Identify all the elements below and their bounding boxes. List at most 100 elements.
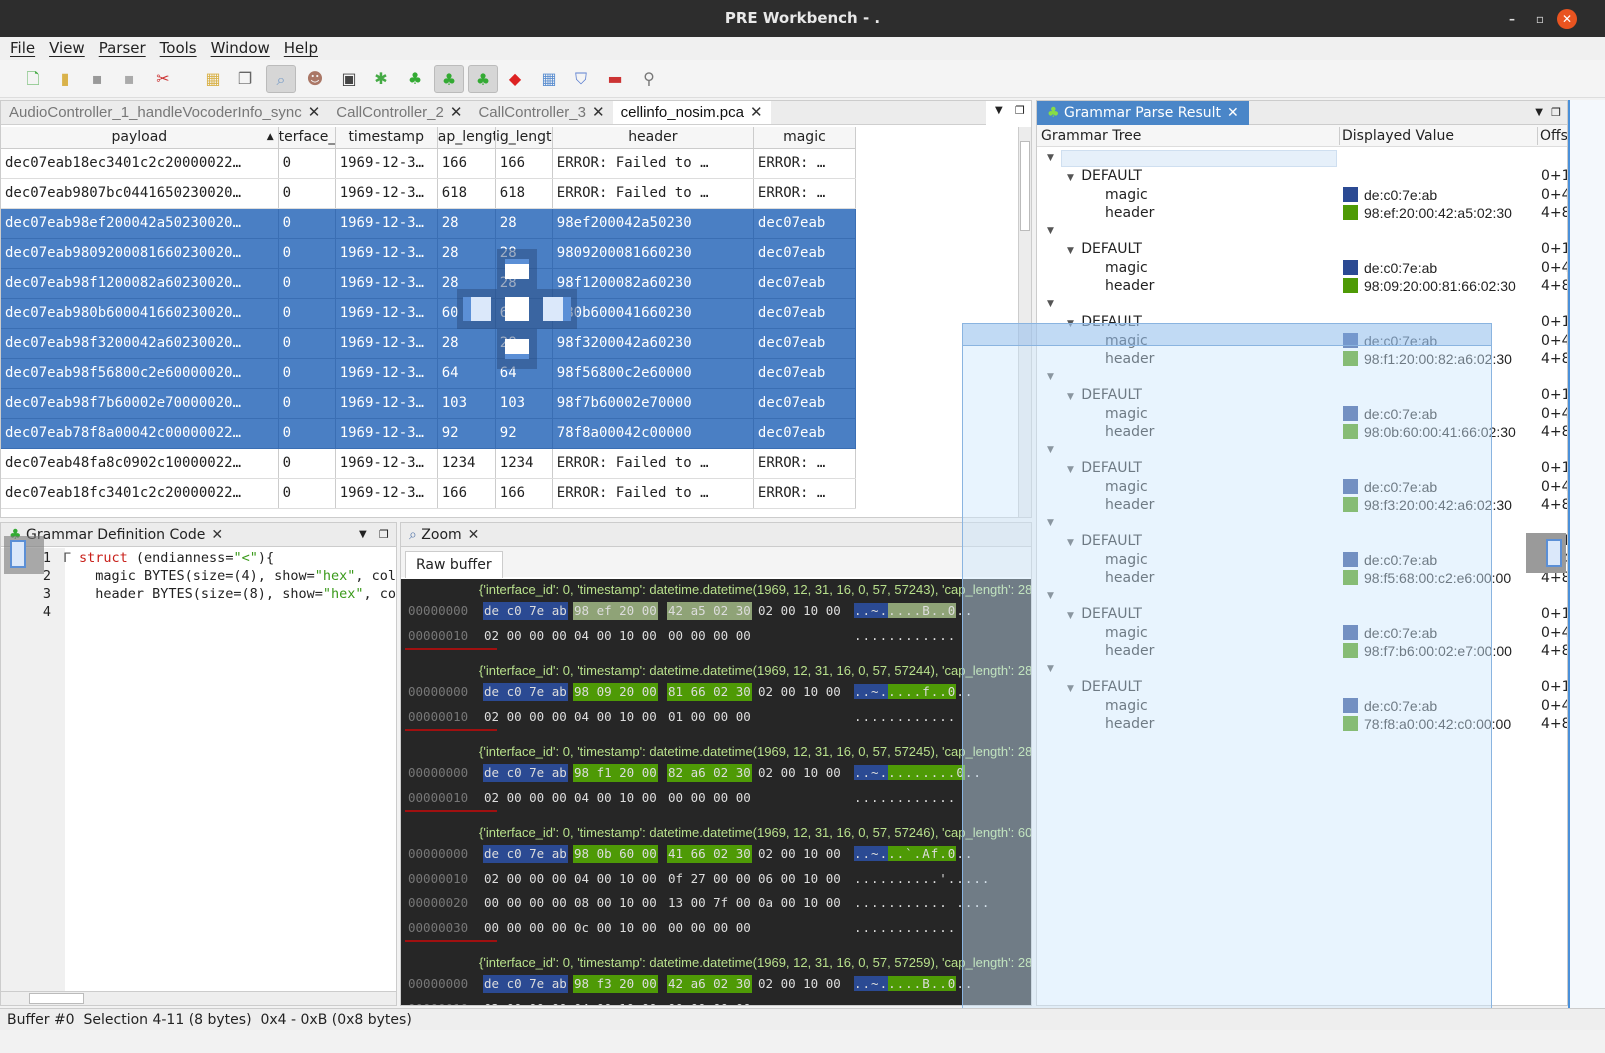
eraser-icon[interactable]: ◆ <box>508 69 522 88</box>
scrollbar-thumb[interactable] <box>1020 141 1030 231</box>
table-row[interactable]: dec07eab9807bc0441650230020… 0 1969-12-3… 6… <box>1 178 857 209</box>
toolbox-icon[interactable]: ▬ <box>607 69 623 88</box>
hex-bytes[interactable]: 04 00 10 00 <box>574 708 657 724</box>
ascii-text[interactable]: ..~. <box>854 846 889 861</box>
table-row[interactable]: dec07eab98f1200082a60230020… 0 1969-12-3… 2… <box>1 268 857 299</box>
dock-right-indicator[interactable] <box>1526 533 1566 573</box>
tab-list-dropdown-icon[interactable]: ▼ <box>995 105 1003 116</box>
hex-bytes[interactable]: 41 66 02 30 <box>667 845 752 863</box>
tree-node-header[interactable]: header <box>1105 497 1155 513</box>
ascii-text[interactable]: .. <box>956 976 974 991</box>
tree-node-header[interactable]: header <box>1105 570 1155 586</box>
ascii-text[interactable]: ............ <box>854 919 957 935</box>
tree-node-header[interactable]: header <box>1105 278 1155 294</box>
tree-node-magic[interactable]: magic <box>1105 552 1148 568</box>
ascii-text[interactable]: .. <box>964 765 982 780</box>
tree-node-header[interactable]: header <box>1105 351 1155 367</box>
expand-arrow-icon[interactable]: ▼ <box>1067 246 1077 256</box>
expand-arrow-icon[interactable]: ▼ <box>1067 465 1077 475</box>
column-header[interactable]: Grammar Tree <box>1041 128 1142 144</box>
column-header[interactable]: Displayed Value <box>1339 127 1454 145</box>
bug-icon[interactable]: ✱ <box>374 69 388 88</box>
ascii-text[interactable]: ..`.Af.0 <box>888 846 957 861</box>
tree-node-default[interactable]: ▼ DEFAULT <box>1067 606 1142 622</box>
column-header[interactable]: ig_lengt <box>495 127 553 149</box>
ascii-text[interactable]: ....B..0 <box>888 976 957 991</box>
hex-bytes[interactable]: 42 a6 02 30 <box>667 975 752 993</box>
hex-bytes[interactable]: 02 00 00 00 <box>484 870 567 886</box>
tree-node-magic[interactable]: magic <box>1105 698 1148 714</box>
tree-node-header[interactable]: header <box>1105 205 1155 221</box>
tree-node-default[interactable]: ▼ DEFAULT <box>1067 168 1142 184</box>
ascii-text[interactable]: ....B..0 <box>888 603 957 618</box>
column-header[interactable]: timestamp <box>335 127 438 149</box>
column-header[interactable]: terface_ <box>278 127 336 149</box>
hex-bytes[interactable]: 98 0b 60 00 <box>573 845 658 863</box>
ascii-column[interactable]: ..~.....B..0.. <box>853 975 974 993</box>
close-tab-icon[interactable]: ✕ <box>449 104 463 121</box>
hex-bytes[interactable]: 04 00 10 00 <box>574 627 657 643</box>
hex-row[interactable]: 00000010 02 00 00 00 04 00 10 00 00 00 00 0… <box>401 997 1031 1006</box>
expand-arrow-icon[interactable]: ▼ <box>1067 173 1077 183</box>
ascii-text[interactable]: ..~. <box>854 976 889 991</box>
menu-help[interactable]: Help <box>283 39 318 57</box>
user-icon[interactable]: ☻ <box>306 69 324 88</box>
hex-bytes[interactable]: 02 00 00 00 <box>483 1000 568 1006</box>
hex-row[interactable]: 00000010 02 00 00 00 04 00 10 00 00 00 00 0… <box>401 624 1031 649</box>
hex-bytes[interactable]: 04 00 10 00 <box>573 1000 658 1006</box>
expand-arrow-icon[interactable]: ▼ <box>1067 538 1077 548</box>
tree-icon[interactable]: ♣ <box>407 69 423 88</box>
menu-view[interactable]: View <box>49 39 85 57</box>
tree-structure-icon[interactable]: ▦ <box>205 69 221 88</box>
tree-node-magic[interactable]: magic <box>1105 479 1148 495</box>
table-row[interactable]: dec07eab98f7b60002e70000020… 0 1969-12-3… 1… <box>1 388 857 419</box>
shield-icon[interactable]: ⛉ <box>574 69 587 88</box>
hex-bytes[interactable]: 00 00 00 00 <box>668 789 751 805</box>
expand-arrow-icon[interactable]: ▼ <box>1047 664 1054 674</box>
hex-bytes[interactable]: 13 00 7f 00 <box>668 895 751 910</box>
hex-view[interactable]: {'interface_id': 0, 'timestamp': datetim… <box>401 579 1031 1006</box>
hex-row[interactable]: 00000000 de c0 7e ab 98 f1 20 00 82 a6 02 3… <box>401 761 1031 786</box>
tab-document[interactable]: CallController_2 ✕ <box>328 101 470 124</box>
tab-grammar-parse-result[interactable]: ♣ Grammar Parse Result ✕ <box>1037 101 1249 125</box>
ascii-text[interactable]: ..~. <box>854 765 889 780</box>
ascii-column[interactable]: ............ <box>853 627 957 645</box>
fold-marker-icon[interactable]: Γ <box>63 550 72 566</box>
expand-arrow-icon[interactable]: ▼ <box>1067 392 1077 402</box>
hex-bytes[interactable]: 98 f1 20 00 <box>573 764 658 782</box>
hex-bytes[interactable]: de c0 7e ab <box>483 602 568 620</box>
hex-bytes[interactable]: 02 00 00 00 <box>484 708 567 724</box>
tree-node-header[interactable]: header <box>1105 643 1155 659</box>
ascii-text[interactable]: .. <box>956 603 974 618</box>
restore-icon[interactable]: ❐ <box>1551 106 1561 119</box>
tree-node-header[interactable]: header <box>1105 716 1155 732</box>
hex-bytes[interactable]: 01 00 00 00 <box>668 708 751 724</box>
search-icon[interactable]: ⚲ <box>643 69 655 88</box>
ascii-text[interactable]: ..~. <box>854 684 889 699</box>
close-panel-icon[interactable]: ✕ <box>1227 105 1239 121</box>
hex-bytes[interactable]: 02 00 00 00 <box>484 627 567 643</box>
hex-bytes[interactable]: 02 00 10 00 <box>758 603 841 618</box>
ascii-text[interactable]: ........0 <box>888 765 965 780</box>
hex-row[interactable]: 00000000 de c0 7e ab 98 0b 60 00 41 66 02 3… <box>401 842 1031 867</box>
column-header[interactable]: magic <box>753 127 857 149</box>
restore-icon[interactable]: ❐ <box>379 528 389 541</box>
hex-row[interactable]: 00000000 de c0 7e ab 98 f3 20 00 42 a6 02 3… <box>401 972 1031 997</box>
hex-bytes[interactable]: 00 00 00 00 <box>667 1000 752 1006</box>
close-panel-icon[interactable]: ✕ <box>467 527 480 543</box>
hex-row[interactable]: 00000010 02 00 00 00 04 00 10 00 00 00 00 0… <box>401 786 1031 811</box>
hex-bytes[interactable]: de c0 7e ab <box>483 845 568 863</box>
ascii-column[interactable]: ..~.....f..0.. <box>853 683 974 701</box>
hex-bytes[interactable]: 04 00 10 00 <box>574 870 657 886</box>
hex-bytes[interactable]: 02 00 10 00 <box>758 765 841 780</box>
tab-raw-buffer[interactable]: Raw buffer <box>405 551 503 578</box>
hex-bytes[interactable]: 00 00 00 00 <box>668 919 751 935</box>
hex-bytes[interactable]: de c0 7e ab <box>483 975 568 993</box>
menu-tools[interactable]: Tools <box>159 39 197 57</box>
ascii-text[interactable]: .. <box>956 684 974 699</box>
expand-arrow-icon[interactable]: ▼ <box>1067 319 1077 329</box>
code-hscrollbar[interactable] <box>1 991 396 1005</box>
ascii-column[interactable]: ..........'..... <box>853 870 991 888</box>
column-header[interactable]: Offs <box>1537 127 1567 145</box>
ascii-column[interactable]: ..~.....B..0.. <box>853 602 974 620</box>
